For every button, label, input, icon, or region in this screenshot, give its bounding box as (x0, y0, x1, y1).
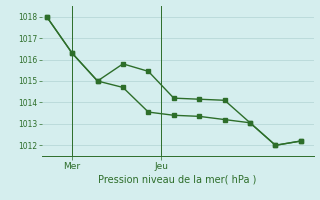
X-axis label: Pression niveau de la mer( hPa ): Pression niveau de la mer( hPa ) (99, 175, 257, 185)
